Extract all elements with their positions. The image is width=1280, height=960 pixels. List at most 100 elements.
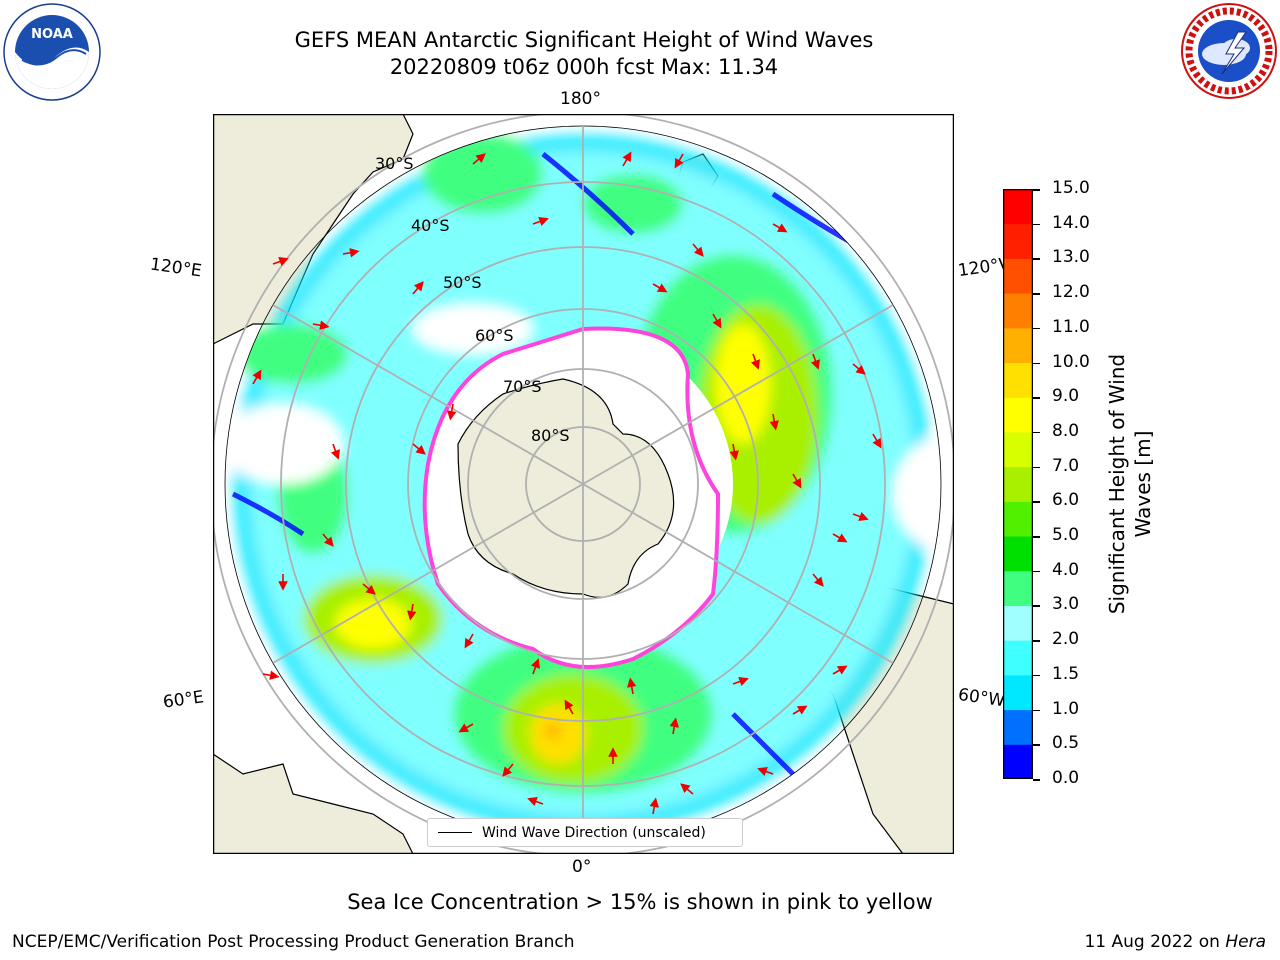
lat-label-30s: 30°S: [375, 154, 414, 173]
wave-direction-arrow: [532, 217, 549, 227]
wave-direction-arrow: [447, 403, 457, 421]
lat-label-50s: 50°S: [443, 273, 482, 292]
colorbar-tick-mark: [1033, 466, 1040, 469]
wave-direction-arrow: [627, 677, 637, 695]
colorbar-segment: [1003, 536, 1033, 572]
colorbar-segment: [1003, 397, 1033, 433]
colorbar: [1003, 189, 1033, 779]
colorbar-tick-mark: [1033, 709, 1040, 712]
lat-label-70s: 70°S: [503, 377, 542, 396]
antarctic-wave-map: 30°S 40°S 50°S 60°S 70°S 80°S: [213, 114, 954, 854]
wave-direction-arrow: [769, 413, 779, 431]
wave-direction-arrow: [812, 573, 824, 587]
wave-direction-arrow: [772, 223, 788, 233]
colorbar-tick-label: 12.0: [1052, 282, 1090, 303]
colorbar-tick-label: 0.0: [1052, 768, 1080, 788]
wave-direction-arrow: [852, 363, 866, 375]
lon-label-120e: 120°E: [148, 254, 203, 282]
wave-direction-arrow: [564, 699, 574, 715]
wave-direction-arrow: [252, 369, 262, 385]
wave-direction-arrow: [472, 153, 486, 165]
lat-label-40s: 40°S: [411, 216, 450, 235]
colorbar-tick-mark: [1033, 431, 1040, 434]
colorbar-tick-mark: [1033, 397, 1040, 399]
national-weather-service-logo: [1181, 3, 1277, 99]
footer-date: 11 Aug 2022 on Hera: [1084, 932, 1266, 952]
lon-label-120w: 120°W: [956, 254, 1006, 282]
colorbar-tick-mark: [1033, 570, 1040, 573]
map-title: GEFS MEAN Antarctic Significant Height o…: [294, 28, 874, 52]
colorbar-segment: [1003, 709, 1033, 745]
wave-direction-arrow: [312, 320, 330, 330]
colorbar-tick-label: 6.0: [1052, 490, 1080, 511]
wave-direction-arrow: [680, 783, 694, 795]
colorbar-segment: [1003, 293, 1033, 329]
colorbar-segment: [1003, 362, 1033, 398]
wave-direction-arrow: [832, 533, 848, 543]
wave-direction-arrow: [792, 473, 802, 489]
wave-direction-arrow: [464, 633, 474, 649]
wave-direction-arrow: [458, 723, 474, 733]
colorbar-tick-mark: [1033, 327, 1040, 330]
wave-direction-arrow: [527, 797, 544, 807]
colorbar-segment: [1003, 466, 1033, 502]
colorbar-segment: [1003, 327, 1033, 364]
colorbar-segment: [1003, 189, 1033, 225]
wave-direction-arrow: [810, 353, 820, 370]
colorbar-tick-label: 8.0: [1052, 420, 1080, 441]
wave-direction-arrow: [407, 603, 417, 621]
wave-direction-arrow: [362, 583, 376, 595]
colorbar-label: Significant Height of Wind Waves [m]: [1105, 353, 1155, 615]
wave-direction-arrow: [750, 353, 760, 370]
colorbar-segment: [1003, 744, 1033, 779]
colorbar-tick-mark: [1033, 293, 1040, 295]
wave-direction-arrow: [502, 763, 514, 777]
colorbar-tick-mark: [1033, 536, 1040, 538]
lat-label-80s: 80°S: [531, 426, 570, 445]
wave-direction-arrow: [652, 283, 668, 293]
wave-direction-arrow: [852, 511, 869, 521]
colorbar-tick-label: 1.5: [1052, 663, 1080, 684]
colorbar-tick-mark: [1033, 640, 1040, 642]
wind-wave-arrows: [252, 151, 882, 815]
colorbar-tick-label: 3.0: [1052, 594, 1080, 615]
wave-direction-arrow: [732, 677, 749, 687]
colorbar-tick-mark: [1033, 674, 1040, 677]
wave-direction-arrow: [674, 153, 684, 169]
lat-label-60s: 60°S: [475, 326, 514, 345]
sea-ice-note: Sea Ice Concentration > 15% is shown in …: [347, 890, 933, 914]
wave-direction-arrow: [342, 248, 360, 258]
wave-direction-arrow: [272, 257, 289, 267]
colorbar-tick-label: 5.0: [1052, 525, 1080, 546]
footer-credit: NCEP/EMC/Verification Post Processing Pr…: [12, 932, 575, 952]
colorbar-tick-mark: [1033, 605, 1040, 607]
colorbar-segment: [1003, 674, 1033, 711]
colorbar-segment: [1003, 501, 1033, 537]
wave-direction-arrow: [712, 313, 722, 329]
colorbar-tick-label: 9.0: [1052, 386, 1080, 407]
colorbar-tick-label: 0.5: [1052, 733, 1080, 754]
wave-direction-arrow: [832, 665, 848, 675]
wave-direction-arrow: [530, 658, 540, 675]
noaa-logo: NOAA: [3, 3, 101, 101]
colorbar-tick-mark: [1033, 501, 1040, 503]
wave-direction-arrow: [412, 443, 426, 455]
wave-direction-arrow: [322, 533, 334, 547]
colorbar-tick-mark: [1033, 744, 1040, 746]
colorbar-segment: [1003, 223, 1033, 259]
lon-label-180: 180°: [560, 89, 601, 109]
colorbar-segment: [1003, 640, 1033, 676]
colorbar-tick-mark: [1033, 258, 1040, 260]
wave-direction-arrow: [757, 767, 774, 777]
wave-direction-arrow: [669, 717, 679, 735]
colorbar-tick-label: 11.0: [1052, 316, 1090, 337]
wave-direction-arrow: [692, 243, 704, 257]
wave-direction-arrow: [792, 705, 808, 715]
wave-direction-arrow: [412, 281, 424, 295]
colorbar-tick-label: 14.0: [1052, 212, 1090, 233]
colorbar-tick-label: 2.0: [1052, 629, 1080, 650]
colorbar-tick-label: 10.0: [1052, 351, 1090, 372]
map-legend: Wind Wave Direction (unscaled): [427, 818, 743, 847]
wave-direction-arrow: [649, 797, 659, 815]
map-subtitle: 20220809 t06z 000h fcst Max: 11.34: [389, 55, 779, 79]
